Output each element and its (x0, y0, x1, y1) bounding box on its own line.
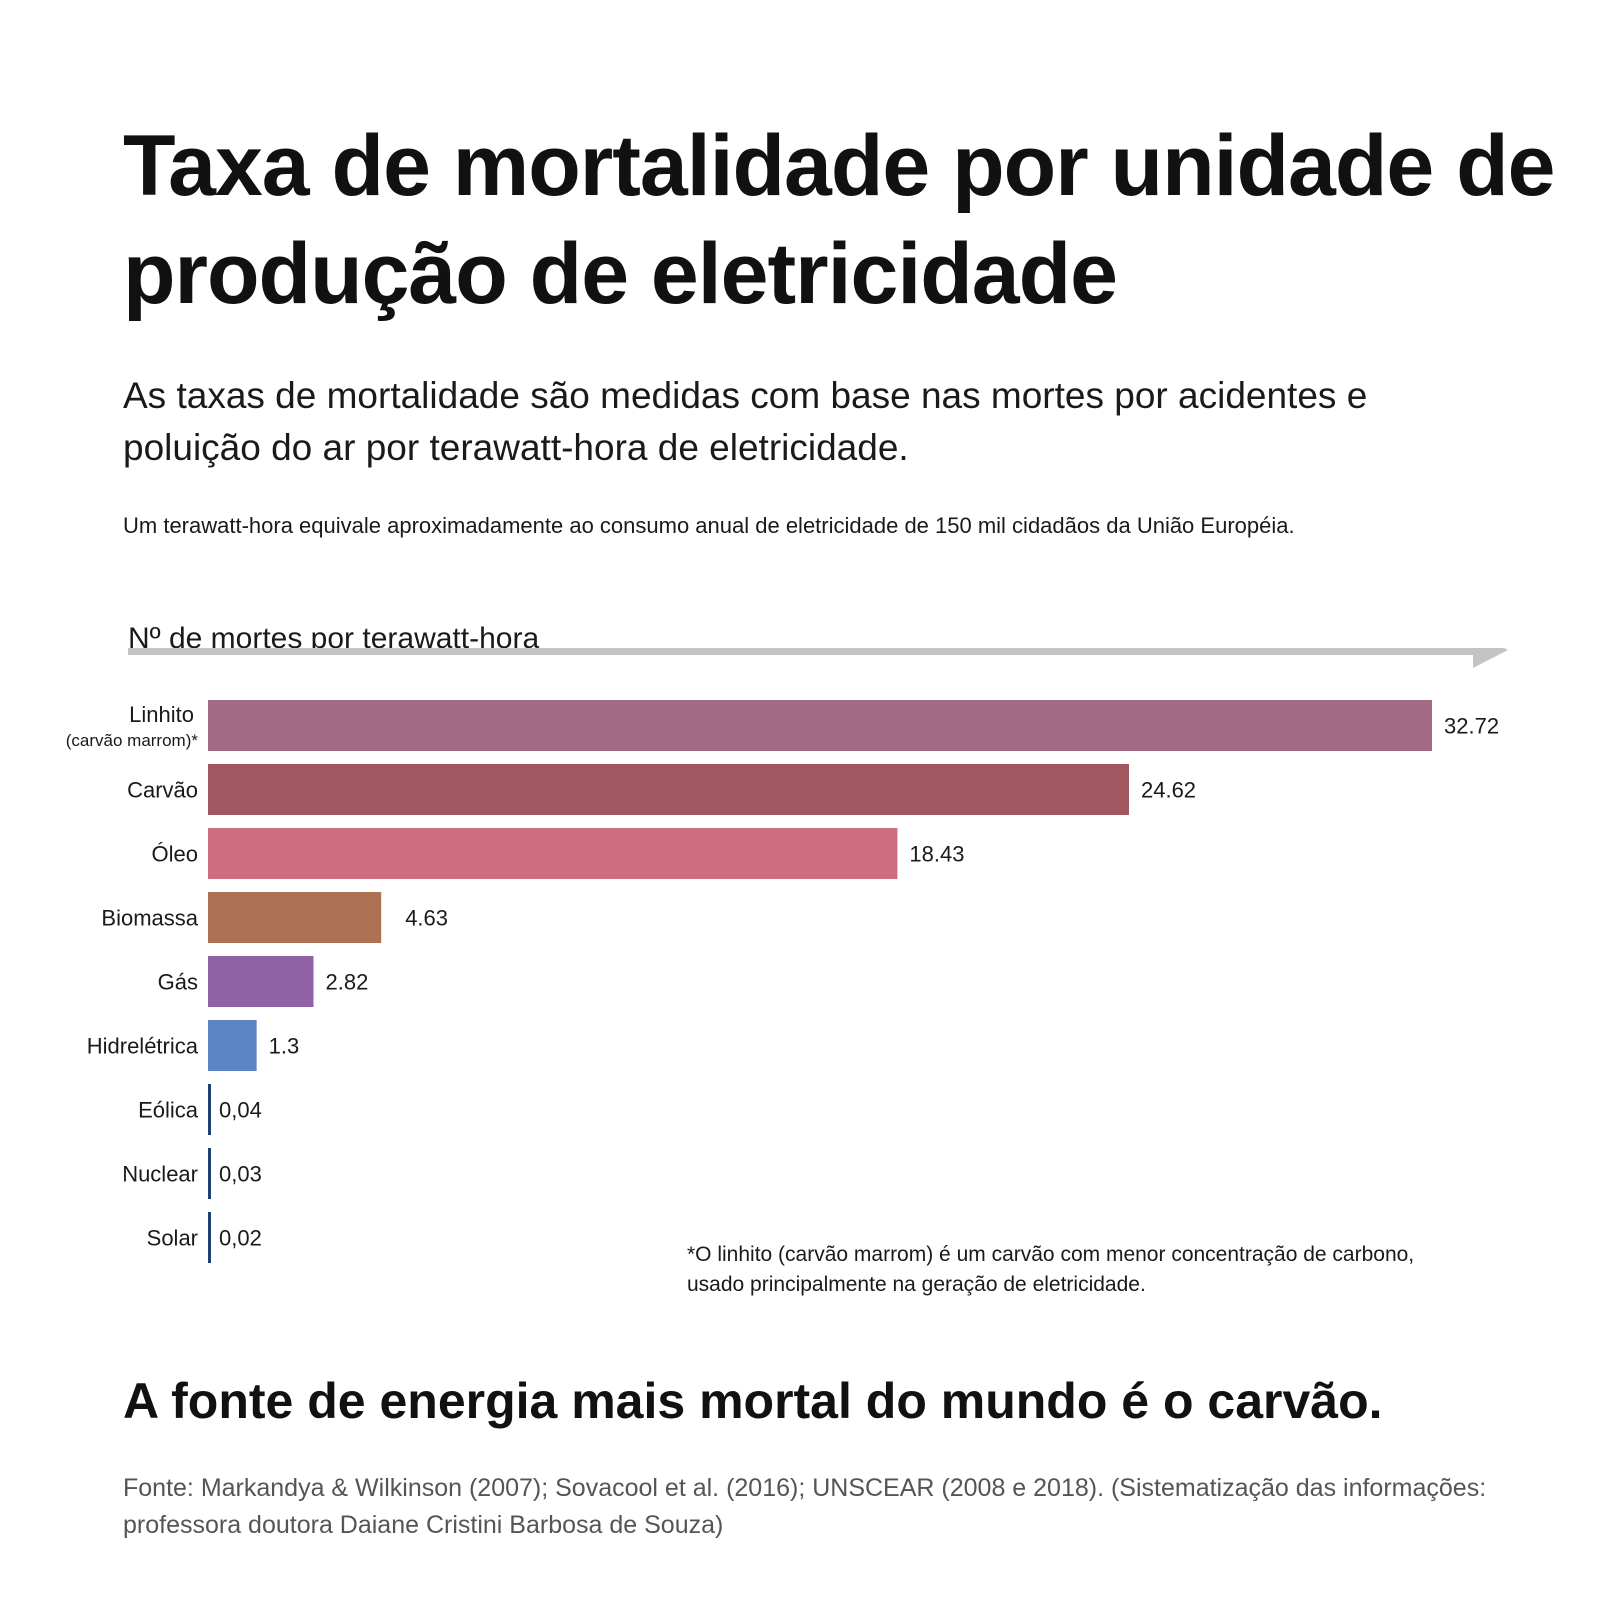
value-label: 1.3 (269, 1034, 300, 1059)
category-sublabel: (carvão marrom)* (66, 731, 199, 750)
footnote-line-1: *O linhito (carvão marrom) é um carvão c… (687, 1243, 1415, 1266)
axis-arrow-icon (128, 648, 1508, 668)
category-label: Carvão (127, 778, 198, 803)
category-label: Solar (147, 1226, 198, 1251)
footnote-line-2: usado principalmente na geração de eletr… (687, 1273, 1146, 1296)
bar-gás (208, 956, 314, 1007)
value-label: 4.63 (405, 906, 448, 931)
category-label: Hidrelétrica (87, 1034, 199, 1059)
value-label: 0,02 (219, 1226, 262, 1251)
source-citation: Fonte: Markandya & Wilkinson (2007); Sov… (123, 1474, 1487, 1539)
bar-eólica (208, 1084, 211, 1135)
value-label: 18.43 (909, 842, 964, 867)
value-label: 0,03 (219, 1162, 262, 1187)
category-label: Gás (158, 970, 198, 995)
value-label: 2.82 (325, 970, 368, 995)
category-label: Nuclear (122, 1162, 198, 1187)
value-label: 0,04 (219, 1098, 262, 1123)
bar-nuclear (208, 1148, 211, 1199)
bar-chart: Linhito (carvão marrom)* 32.72 Carvão 24.62 Ó… (0, 700, 1601, 1300)
bar-biomassa (208, 892, 382, 943)
bar-carvão (208, 764, 1129, 815)
bar-óleo (208, 828, 898, 879)
footnote: *O linhito (carvão marrom) é um carvão c… (687, 1240, 1547, 1300)
value-label: 24.62 (1141, 778, 1196, 803)
chart-subtitle: As taxas de mortalidade são medidas com … (123, 375, 1368, 468)
bar-linhito (208, 700, 1432, 751)
bar-solar (208, 1212, 211, 1263)
terawatt-note: Um terawatt-hora equivale aproximadament… (123, 513, 1295, 538)
category-label: Biomassa (101, 906, 198, 931)
value-label: 32.72 (1444, 714, 1499, 739)
bar-hidrelétrica (208, 1020, 257, 1071)
category-label: Óleo (152, 842, 198, 867)
category-label: Linhito (129, 702, 194, 727)
chart-title: Taxa de mortalidade por unidade de produ… (123, 118, 1556, 322)
headline-conclusion: A fonte de energia mais mortal do mundo … (123, 1373, 1383, 1429)
category-label: Eólica (138, 1098, 199, 1123)
